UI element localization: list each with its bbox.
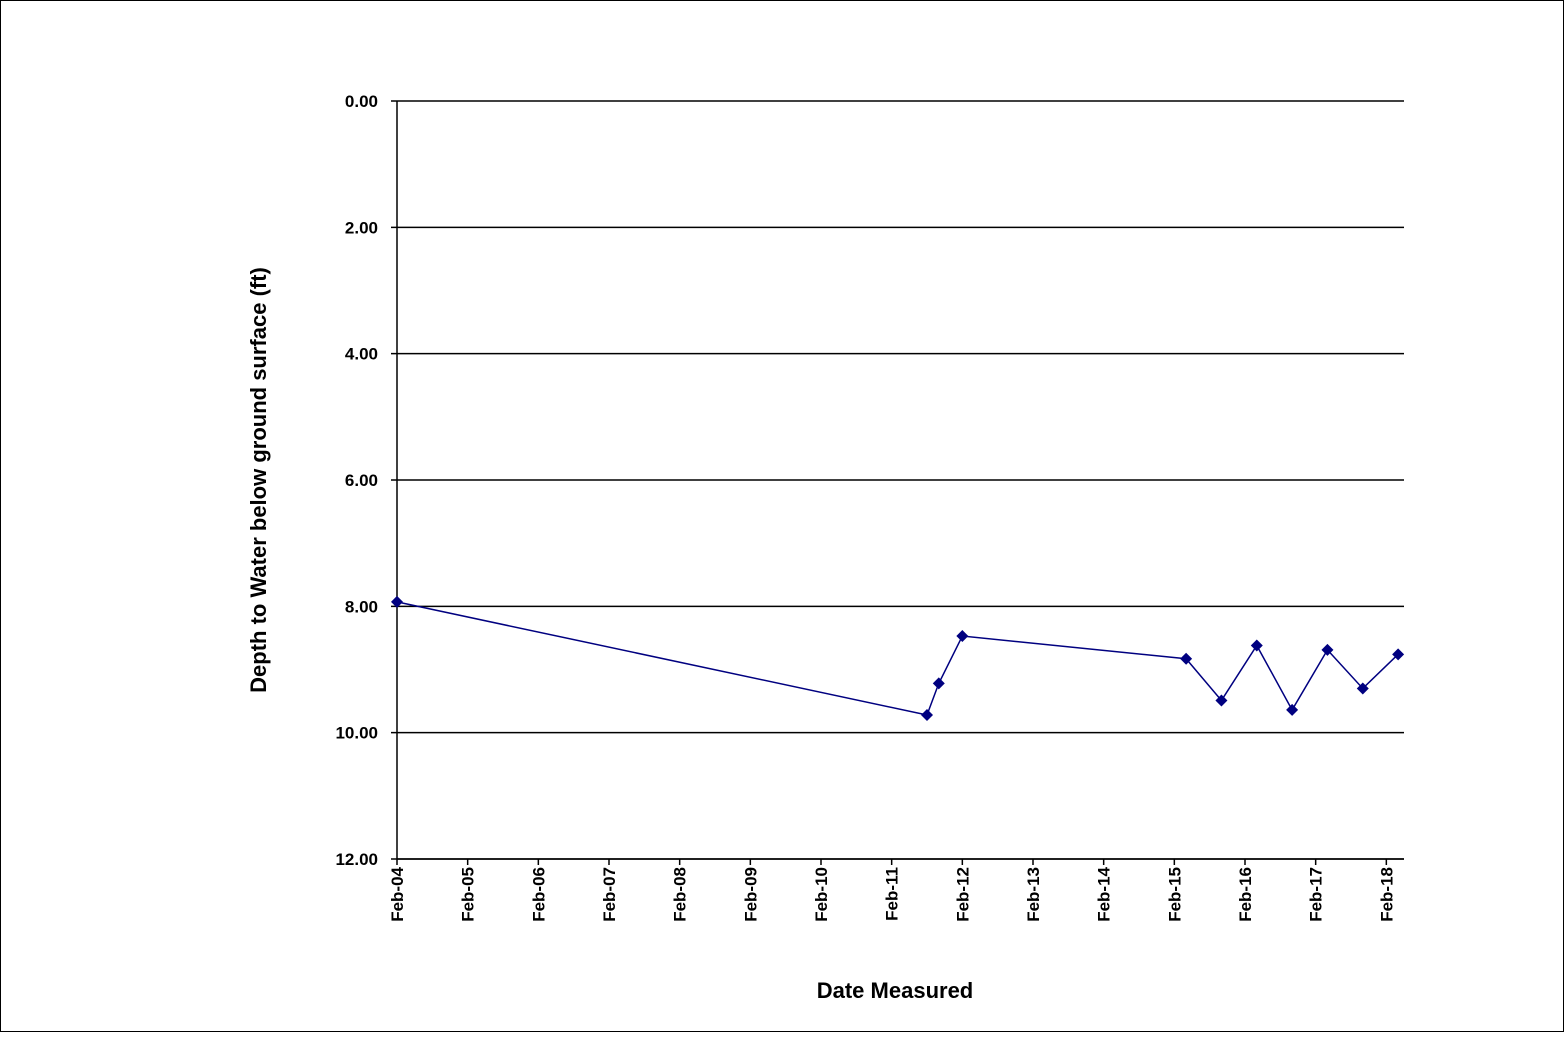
y-tick-label: 0.00	[345, 92, 378, 111]
x-tick-label: Feb-07	[600, 867, 619, 922]
x-tick-label: Feb-08	[671, 867, 690, 922]
y-axis-title: Depth to Water below ground surface (ft)	[246, 267, 271, 693]
x-tick-label: Feb-16	[1236, 867, 1255, 922]
x-tick-label: Feb-15	[1165, 867, 1184, 922]
x-tick-label: Feb-09	[741, 867, 760, 922]
y-tick-label: 4.00	[345, 345, 378, 364]
data-point	[1286, 703, 1299, 716]
data-point	[921, 708, 933, 721]
x-tick-label: Feb-11	[883, 867, 902, 921]
x-tick-label: Feb-06	[529, 867, 548, 922]
y-tick-label: 6.00	[345, 471, 378, 490]
x-tick-label: Feb-04	[388, 866, 407, 921]
data-point	[1356, 682, 1369, 695]
x-tick-label: Feb-17	[1307, 867, 1326, 922]
x-tick-label: Feb-13	[1024, 867, 1043, 922]
data-point	[1215, 694, 1228, 707]
x-tick-label: Feb-18	[1377, 867, 1396, 922]
data-point	[1250, 639, 1263, 652]
data-point	[956, 630, 969, 643]
x-tick-label: Feb-12	[953, 867, 972, 922]
x-tick-label: Feb-10	[812, 867, 831, 922]
y-tick-label: 8.00	[345, 597, 378, 616]
data-point	[1321, 643, 1334, 656]
data-point	[391, 595, 403, 608]
data-point	[932, 677, 945, 690]
data-point	[1180, 652, 1193, 665]
y-tick-label: 12.00	[335, 850, 378, 869]
y-tick-label: 10.00	[335, 724, 378, 743]
x-tick-label: Feb-14	[1095, 866, 1114, 921]
x-axis-title: Date Measured	[817, 978, 974, 1003]
x-tick-label: Feb-05	[459, 867, 478, 922]
data-point	[1392, 648, 1405, 661]
y-tick-label: 2.00	[345, 218, 378, 237]
